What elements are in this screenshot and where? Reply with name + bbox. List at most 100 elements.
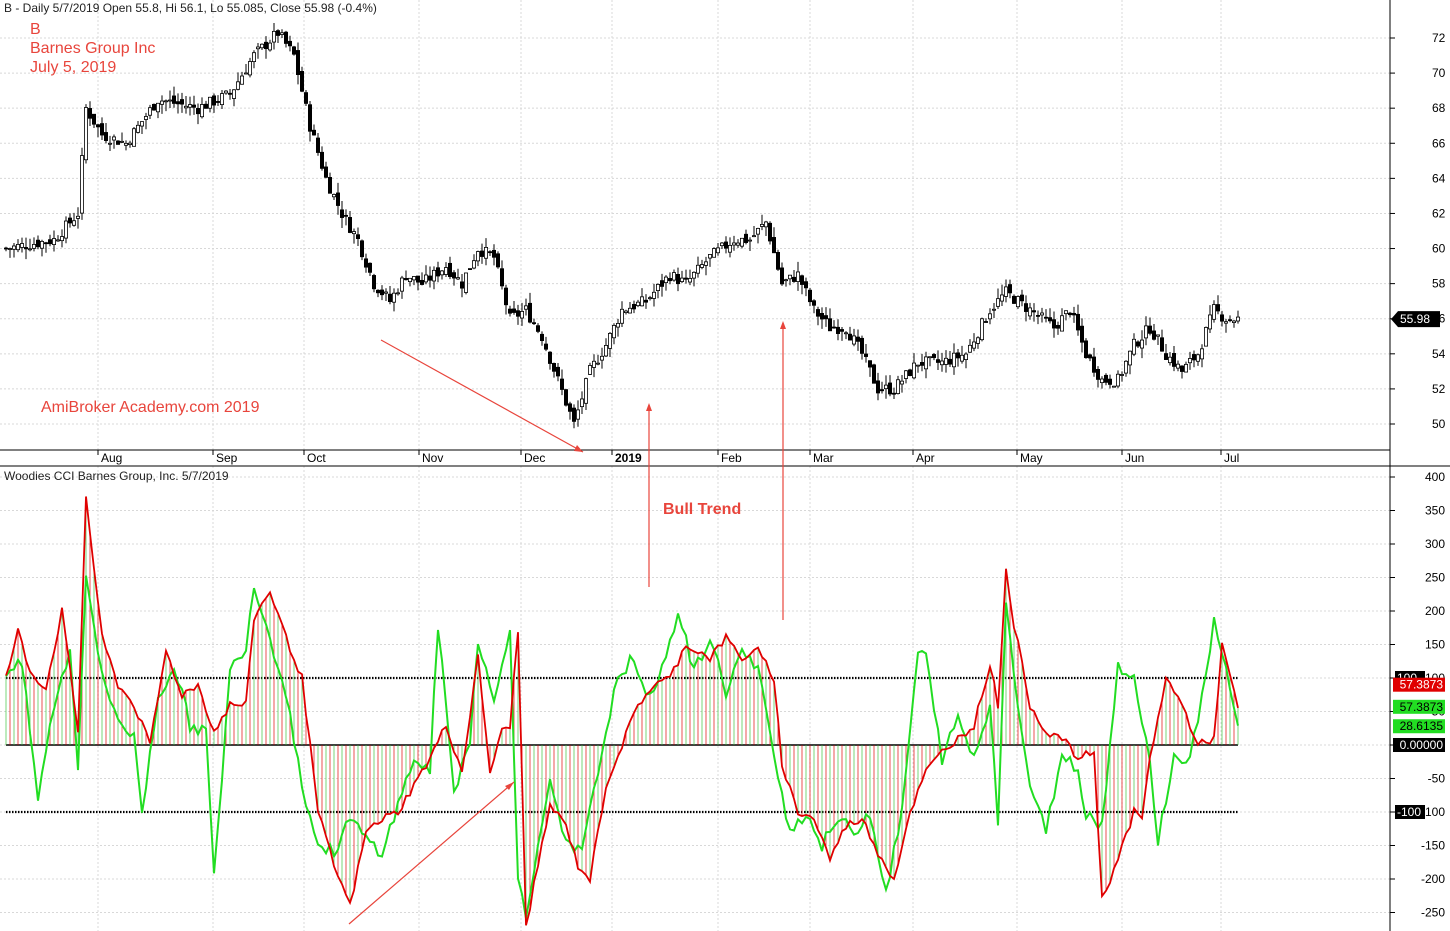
candle-body xyxy=(319,151,324,169)
candle-body xyxy=(548,351,553,364)
candle-body xyxy=(323,166,328,178)
candle-body xyxy=(536,325,541,332)
candle-body xyxy=(772,237,777,254)
candle-body xyxy=(243,72,248,75)
candle-body xyxy=(339,209,344,218)
cci-histogram xyxy=(5,496,1239,926)
candle-body xyxy=(1044,316,1049,319)
up-arrow-line-cci xyxy=(348,781,515,925)
candle-body xyxy=(1204,327,1209,347)
candle-body xyxy=(940,360,945,366)
candle-body xyxy=(351,231,356,235)
candle-body xyxy=(944,357,949,365)
candle-body xyxy=(191,104,196,108)
candle-body xyxy=(840,329,845,332)
candle-body xyxy=(40,240,45,249)
candle-body xyxy=(824,315,829,320)
candle-body xyxy=(1016,296,1021,308)
candle-body xyxy=(584,378,589,404)
candle-body xyxy=(932,354,937,358)
candle-body xyxy=(499,268,504,287)
candle-body xyxy=(503,287,508,306)
candle-body xyxy=(520,310,525,319)
candle-body xyxy=(516,310,521,317)
candle-body xyxy=(399,277,404,292)
candle-body xyxy=(1176,363,1181,369)
candle-body xyxy=(792,276,797,282)
candle-body xyxy=(1228,319,1233,322)
candle-body xyxy=(1020,294,1025,302)
candle-body xyxy=(64,220,69,239)
candle-body xyxy=(127,142,132,146)
candle-body xyxy=(475,251,480,262)
date-tick-label: Apr xyxy=(916,451,935,465)
candle-body xyxy=(483,247,488,259)
candle-body xyxy=(1116,373,1121,387)
candle-body xyxy=(1088,354,1093,359)
candle-body xyxy=(684,277,689,280)
last-close-label: 55.98 xyxy=(1400,312,1430,326)
candle-body xyxy=(347,217,352,233)
down-arrow-line xyxy=(380,339,584,453)
candle-body xyxy=(1200,348,1205,360)
candle-body xyxy=(447,262,452,277)
candle-body xyxy=(331,194,336,198)
candle-body xyxy=(307,104,312,132)
candle-body xyxy=(235,81,240,90)
candle-body xyxy=(836,326,841,334)
candle-body xyxy=(124,142,129,146)
candle-body xyxy=(880,389,885,392)
candle-body xyxy=(892,392,897,395)
candle-body xyxy=(604,344,609,357)
candle-body xyxy=(19,243,24,248)
candle-body xyxy=(884,384,889,390)
candle-body xyxy=(415,275,420,283)
candle-body xyxy=(255,46,260,50)
candle-body xyxy=(299,70,304,92)
candle-body xyxy=(832,326,837,329)
candle-body xyxy=(540,333,545,341)
price-tick-label: 50 xyxy=(1432,417,1446,431)
candle-body xyxy=(1224,321,1229,324)
candle-body xyxy=(159,100,164,105)
candle-body xyxy=(616,322,621,328)
candle-body xyxy=(1160,337,1165,352)
candle-body xyxy=(848,333,853,341)
last-close-tag xyxy=(1391,311,1440,328)
candle-body xyxy=(135,124,140,133)
candle-body xyxy=(860,337,865,354)
candle-body xyxy=(692,271,697,279)
candle-body xyxy=(988,313,993,320)
date-tick-label: Aug xyxy=(101,451,122,465)
candle-body xyxy=(183,105,188,109)
candle-body xyxy=(451,272,456,279)
candle-body xyxy=(443,267,448,275)
candle-body xyxy=(199,104,204,118)
candle-body xyxy=(608,333,613,349)
candle-body xyxy=(844,332,849,335)
candle-body xyxy=(23,247,28,250)
candle-body xyxy=(1208,314,1213,330)
candle-body xyxy=(664,276,669,284)
candle-body xyxy=(187,104,192,108)
candle-body xyxy=(948,358,953,365)
candle-body xyxy=(68,217,73,224)
candle-body xyxy=(112,136,117,141)
candle-body xyxy=(908,369,913,376)
candle-body xyxy=(1156,334,1161,337)
candle-body xyxy=(1172,353,1177,367)
candle-body xyxy=(163,100,168,103)
candle-body xyxy=(1136,341,1141,347)
candle-body xyxy=(676,273,681,285)
candle-body xyxy=(391,292,396,303)
candle-body xyxy=(776,252,781,270)
candle-body xyxy=(760,224,765,227)
candle-body xyxy=(1040,312,1045,316)
candle-body xyxy=(151,103,156,111)
candle-body xyxy=(872,364,877,384)
candle-body xyxy=(928,356,933,359)
candle-body xyxy=(704,261,709,266)
candle-body xyxy=(363,258,368,268)
candle-body xyxy=(375,289,380,294)
